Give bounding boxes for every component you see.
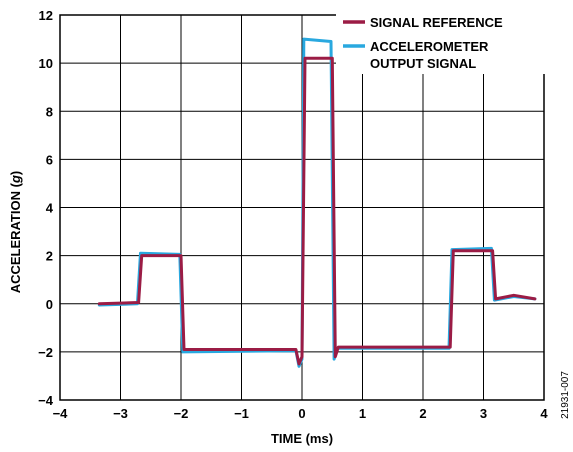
y-axis-title-suffix: ) [8,171,23,175]
y-tick-label: 6 [46,152,53,167]
y-tick-label: 12 [39,8,53,23]
y-tick-label: 4 [46,201,54,216]
x-tick-label: −2 [174,406,189,421]
legend-label-signal-reference: SIGNAL REFERENCE [370,15,503,30]
figure-id: 21931-007 [560,371,571,419]
x-tick-label: 4 [540,406,548,421]
series-line-accelerometer-output [97,37,537,368]
x-tick-label: −1 [234,406,249,421]
legend: SIGNAL REFERENCE ACCELEROMETER OUTPUT SI… [336,12,546,74]
y-axis-title: ACCELERATION (g) [8,171,23,294]
legend-label-accelerometer-output-line1: ACCELEROMETER [370,39,489,54]
x-tick-label: 2 [419,406,426,421]
x-tick-label: −4 [53,406,69,421]
y-tick-label: 2 [46,249,53,264]
y-tick-label: 0 [46,297,53,312]
x-tick-label: 1 [359,406,366,421]
y-tick-label: 8 [46,104,53,119]
x-tick-label: −3 [113,406,128,421]
plot-frame [59,14,545,401]
y-axis-tick-labels: −4 −2 0 2 4 6 8 10 12 [38,8,54,408]
series-line-signal-reference [97,56,537,366]
y-tick-label: −4 [38,393,54,408]
x-tick-label: 3 [480,406,487,421]
series-layer [97,37,537,368]
y-tick-label: −2 [38,345,53,360]
x-axis-title: TIME (ms) [271,431,333,446]
legend-label-accelerometer-output-line2: OUTPUT SIGNAL [370,56,476,71]
x-tick-label: 0 [298,406,305,421]
y-axis-title-unit: g [8,175,23,184]
legend-background [336,12,546,74]
y-tick-label: 10 [39,56,53,71]
y-axis-title-prefix: ACCELERATION ( [8,182,23,293]
x-axis-tick-labels: −4 −3 −2 −1 0 1 2 3 4 [53,406,549,421]
